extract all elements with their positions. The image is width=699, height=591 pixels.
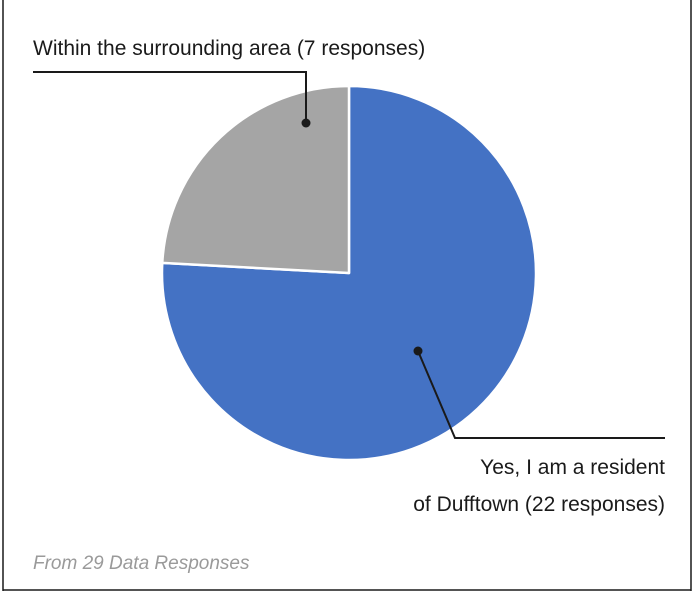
leader-line-surrounding bbox=[33, 71, 307, 123]
footnote: From 29 Data Responses bbox=[33, 553, 250, 574]
leader-dot-resident bbox=[413, 346, 423, 356]
leader-dot-surrounding bbox=[301, 118, 311, 128]
leader-line-resident bbox=[417, 350, 665, 439]
pie-slices bbox=[160, 84, 538, 462]
slice-label-resident-line1: Yes, I am a resident bbox=[480, 456, 665, 479]
slice-label-resident-line2: of Dufftown (22 responses) bbox=[413, 493, 665, 516]
pie-slice-surrounding bbox=[161, 84, 351, 275]
slice-label-surrounding: Within the surrounding area (7 responses… bbox=[33, 37, 425, 60]
